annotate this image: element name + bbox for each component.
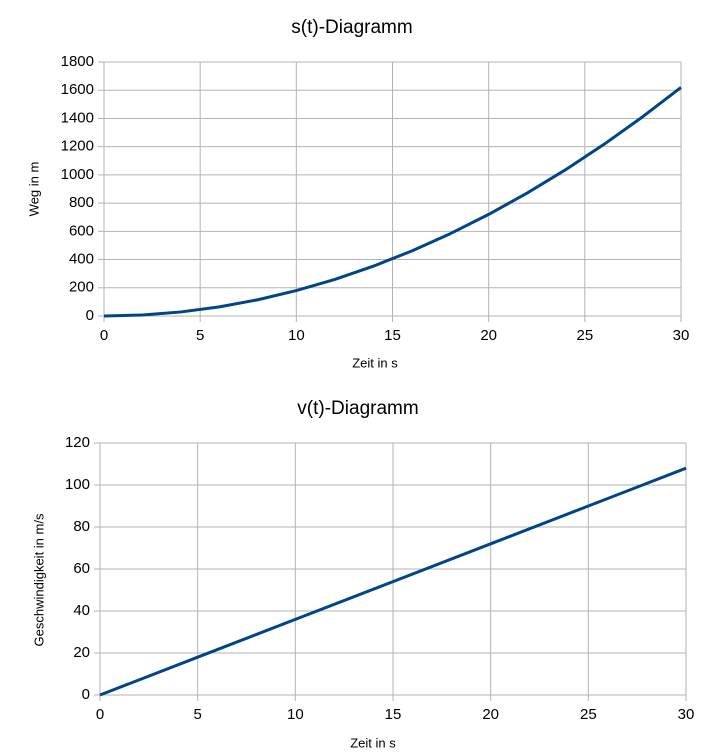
y-tick-label: 1600 [61,81,94,98]
x-tick-label: 25 [576,327,593,344]
x-tick-label: 10 [287,706,304,723]
y-tick-label: 0 [82,686,90,703]
data-line [99,466,687,697]
y-tick-label: 100 [65,476,90,493]
x-tick-label: 30 [678,706,695,723]
y-axis-title: Weg in m [26,162,41,217]
y-tick-label: 200 [69,279,94,296]
x-axis-title: Zeit in s [352,355,398,370]
y-tick-label: 1800 [61,53,94,70]
x-tick-label: 5 [193,706,201,723]
x-tick-label: 5 [196,327,204,344]
x-tick-label: 15 [385,706,402,723]
x-axis-title: Zeit in s [350,735,396,750]
y-tick-label: 800 [69,194,94,211]
x-tick-label: 0 [100,327,108,344]
y-axis-title: Geschwindigkeit in m/s [31,513,46,646]
y-tick-label: 600 [69,222,94,239]
x-tick-label: 15 [384,327,401,344]
y-tick-label: 120 [65,434,90,451]
y-tick-label: 1400 [61,109,94,126]
x-tick-label: 20 [480,327,497,344]
chart-title: v(t)-Diagramm [297,398,418,419]
x-tick-label: 10 [288,327,305,344]
y-tick-label: 40 [73,602,90,619]
y-tick-label: 20 [73,644,90,661]
x-tick-label: 0 [96,706,104,723]
x-tick-label: 30 [673,327,690,344]
x-tick-label: 20 [482,706,499,723]
y-tick-label: 80 [73,518,90,535]
x-tick-label: 25 [580,706,597,723]
y-tick-label: 0 [86,307,94,324]
y-tick-label: 400 [69,251,94,268]
chart-title: s(t)-Diagramm [291,17,412,38]
y-tick-label: 60 [73,560,90,577]
y-tick-label: 1000 [61,166,94,183]
data-line [103,86,682,318]
y-tick-label: 1200 [61,138,94,155]
